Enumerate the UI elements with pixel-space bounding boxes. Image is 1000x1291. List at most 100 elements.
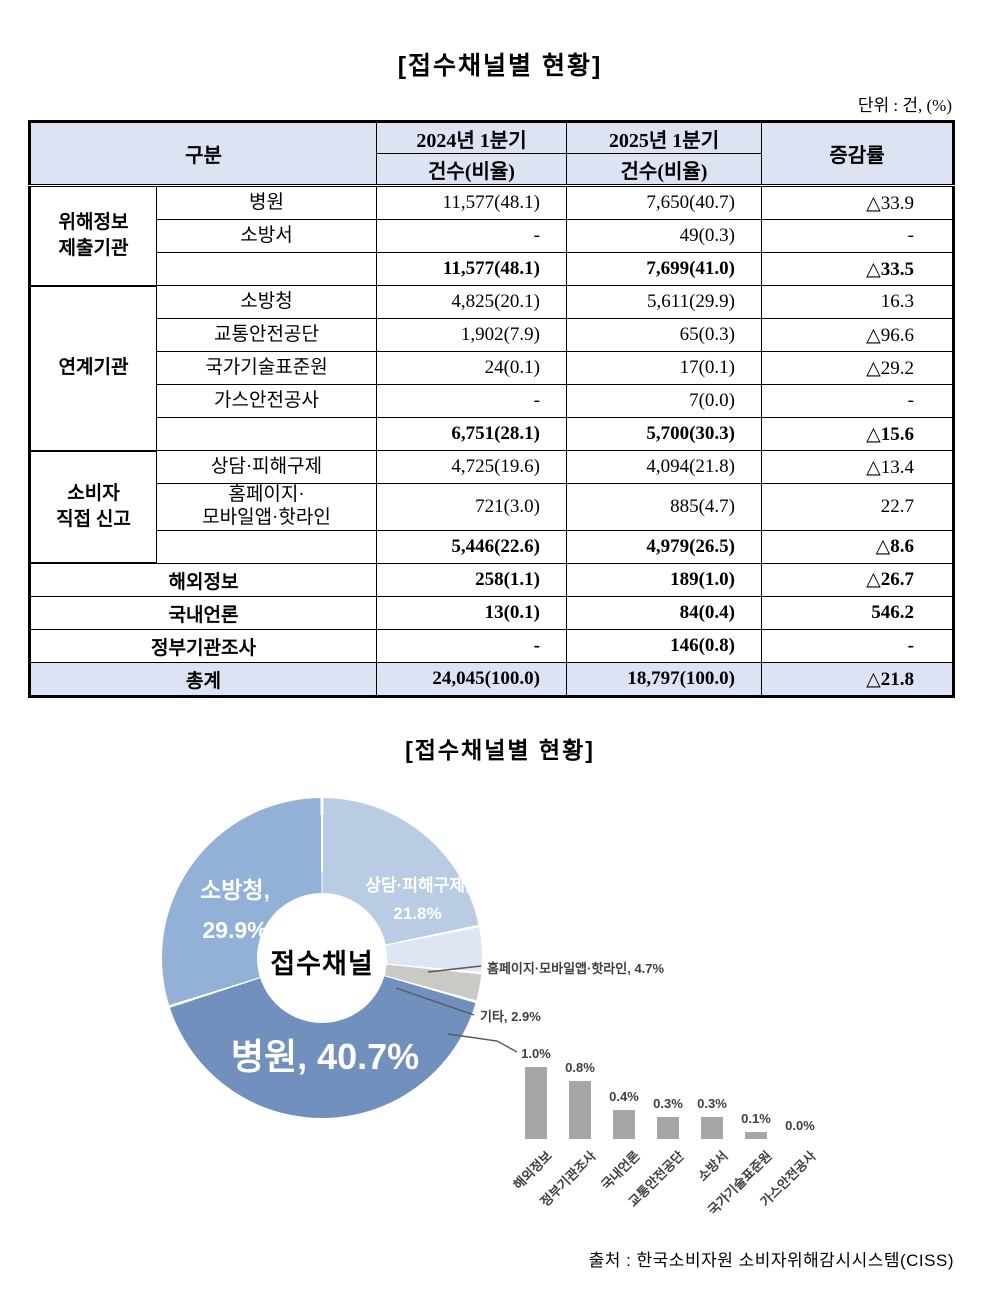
slice-label-counsel: 상담·피해구제, 21.8% <box>340 872 495 928</box>
header-q2025: 2025년 1분기 <box>566 121 762 154</box>
table-row: 해외정보 258(1.1) 189(1.0) △26.7 <box>29 562 954 598</box>
row-label: 소방서 <box>156 219 377 253</box>
group-label: 소비자 직접 신고 <box>29 450 157 565</box>
header-category: 구분 <box>29 121 377 186</box>
value-2025: 5,611(29.9) <box>566 285 762 319</box>
value-2024: - <box>376 629 567 664</box>
change-value: - <box>761 384 954 418</box>
header-count-ratio-2025: 건수(비율) <box>566 153 762 186</box>
value-2025: 49(0.3) <box>566 219 762 253</box>
table-row: 연계기관 소방청 4,825(20.1) 5,611(29.9) 16.3 <box>29 285 954 452</box>
total-row: 총계 24,045(100.0) 18,797(100.0) △21.8 <box>29 662 954 698</box>
value-2024: 4,825(20.1) <box>376 285 567 319</box>
chart-title: [접수채널별 현황] <box>405 737 595 763</box>
table-row: 소비자 직접 신고 상담·피해구제 4,725(19.6) 4,094(21.8… <box>29 450 954 565</box>
leader-line-homepage <box>427 965 482 973</box>
bar-value-label: 1.0% <box>521 1046 551 1061</box>
subtotal-2024: 11,577(48.1) <box>376 252 567 286</box>
donut-center-label: 접수채널 <box>270 949 374 979</box>
bar <box>569 1081 591 1139</box>
header-q2024: 2024년 1분기 <box>376 121 567 154</box>
slice-label-line: 상담·피해구제, <box>365 876 470 895</box>
value-2024: 24(0.1) <box>376 351 567 385</box>
empty-cell <box>156 252 377 286</box>
bar <box>613 1110 635 1139</box>
table-title: [접수채널별 현황] <box>397 52 603 80</box>
subtotal-row: 5,446(22.6) 4,979(26.5) △8.6 <box>30 529 954 564</box>
row-label: 홈페이지· 모바일앱·핫라인 <box>156 483 377 531</box>
value-2025: 84(0.4) <box>566 596 762 631</box>
change-value: - <box>761 219 954 253</box>
bar-value-label: 0.3% <box>697 1096 727 1111</box>
subtotal-change: △33.5 <box>761 252 954 286</box>
value-2025: 4,094(21.8) <box>566 450 762 484</box>
table-row: 위해정보 제출기관 병원 11,577(48.1) 7,650(40.7) △3… <box>29 185 954 287</box>
source-line: 출처 : 한국소비자원 소비자위해감시시스템(CISS) <box>588 1251 954 1270</box>
value-2024: - <box>376 219 567 253</box>
callout-etc: 기타, 2.9% <box>480 1009 541 1024</box>
value-2024: 258(1.1) <box>376 562 567 598</box>
table-row: 국가기술표준원 24(0.1) 17(0.1) △29.2 <box>30 351 954 385</box>
subtotal-row: 6,751(28.1) 5,700(30.3) △15.6 <box>30 417 954 451</box>
row-label: 국가기술표준원 <box>156 351 377 385</box>
row-label: 국내언론 <box>29 596 377 631</box>
value-2024: - <box>376 384 567 418</box>
bar-value-label: 0.4% <box>609 1089 639 1104</box>
total-change: △21.8 <box>761 662 954 698</box>
bar-value-label: 0.0% <box>785 1118 815 1133</box>
bar <box>701 1117 723 1139</box>
subtotal-row: 11,577(48.1) 7,699(41.0) △33.5 <box>30 252 954 286</box>
group-label: 위해정보 제출기관 <box>29 185 157 287</box>
value-2025: 885(4.7) <box>566 483 762 531</box>
reception-channel-table: 구분 2024년 1분기 2025년 1분기 증감률 건수(비율) 건수(비율)… <box>28 120 955 699</box>
reception-channel-chart: 소방청, 29.9% 상담·피해구제, 21.8% 병원, 40.7% 접수채널… <box>0 770 1000 1270</box>
header-change: 증감률 <box>761 121 954 186</box>
value-2024: 4,725(19.6) <box>376 450 567 484</box>
unit-label: 단위 : 건, (%) <box>857 96 952 115</box>
bar <box>745 1132 767 1139</box>
table-row: 교통안전공단 1,902(7.9) 65(0.3) △96.6 <box>30 318 954 352</box>
bar <box>525 1067 547 1139</box>
subtotal-2024: 5,446(22.6) <box>376 529 567 564</box>
slice-label-line: 21.8% <box>393 904 442 923</box>
value-2025: 7(0.0) <box>566 384 762 418</box>
leader-line-etc <box>395 987 475 1016</box>
value-2025: 189(1.0) <box>566 562 762 598</box>
table-header: 구분 2024년 1분기 2025년 1분기 증감률 건수(비율) 건수(비율) <box>29 121 954 186</box>
table-row: 가스안전공사 - 7(0.0) - <box>30 384 954 418</box>
value-2024: 1,902(7.9) <box>376 318 567 352</box>
row-label: 병원 <box>156 185 377 220</box>
row-label: 정부기관조사 <box>29 629 377 664</box>
value-2024: 721(3.0) <box>376 483 567 531</box>
value-2025: 146(0.8) <box>566 629 762 664</box>
table-row: 홈페이지· 모바일앱·핫라인 721(3.0) 885(4.7) 22.7 <box>30 483 954 531</box>
row-label: 해외정보 <box>29 562 377 598</box>
subtotal-change: △15.6 <box>761 417 954 451</box>
table-row: 정부기관조사 - 146(0.8) - <box>29 629 954 664</box>
empty-cell <box>156 529 377 564</box>
change-value: 546.2 <box>761 596 954 631</box>
subtotal-2025: 5,700(30.3) <box>566 417 762 451</box>
change-value: △13.4 <box>761 450 954 484</box>
value-2024: 11,577(48.1) <box>376 185 567 220</box>
leader-line-bars <box>447 1033 518 1053</box>
bar-value-label: 0.8% <box>565 1060 595 1075</box>
value-2024: 13(0.1) <box>376 596 567 631</box>
slice-label-line: 소방청, <box>200 877 270 903</box>
value-2025: 65(0.3) <box>566 318 762 352</box>
empty-cell <box>156 417 377 451</box>
slice-label-hospital: 병원, 40.7% <box>230 1036 420 1077</box>
donut-hole <box>257 893 387 1023</box>
value-2025: 7,650(40.7) <box>566 185 762 220</box>
table-row: 소방서 - 49(0.3) - <box>30 219 954 253</box>
change-value: △26.7 <box>761 562 954 598</box>
subtotal-change: △8.6 <box>761 529 954 564</box>
header-count-ratio-2024: 건수(비율) <box>376 153 567 186</box>
total-label: 총계 <box>29 662 377 698</box>
table-row: 국내언론 13(0.1) 84(0.4) 546.2 <box>29 596 954 631</box>
callout-homepage: 홈페이지·모바일앱·핫라인, 4.7% <box>487 961 665 976</box>
bar-value-label: 0.3% <box>653 1096 683 1111</box>
group-label: 연계기관 <box>29 285 157 452</box>
leader-lines <box>395 965 518 1053</box>
row-label: 소방청 <box>156 285 377 319</box>
